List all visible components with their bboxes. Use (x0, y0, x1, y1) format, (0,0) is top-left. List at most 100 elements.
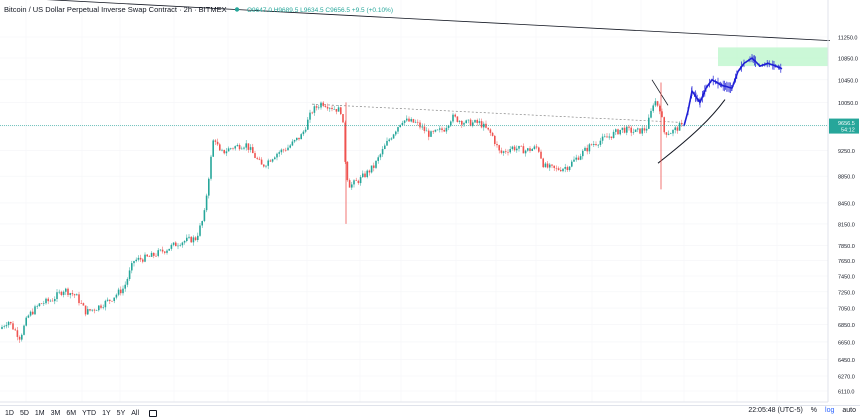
log-toggle[interactable]: log (825, 407, 835, 414)
clock-readout[interactable]: 22:05:48 (UTC-5) (748, 407, 803, 414)
candle-body (645, 128, 648, 131)
price-tick-label: 10450.0 (838, 78, 858, 84)
candle-body (425, 130, 428, 132)
candle-body (562, 168, 564, 172)
candle-body (227, 148, 230, 152)
candle-body (95, 310, 98, 311)
candle-body (639, 128, 641, 134)
candle-body (544, 163, 547, 168)
candle-body (476, 120, 478, 123)
timeframe-5y[interactable]: 5Y (116, 409, 126, 417)
candle-body (423, 126, 426, 131)
candle-body (56, 292, 58, 299)
candle-body (450, 121, 452, 126)
candle-body (628, 126, 630, 128)
current-price-label: 9656.5 (838, 121, 855, 127)
date-range-icon[interactable] (149, 409, 158, 417)
candle-body (27, 315, 30, 318)
candle-body (357, 180, 360, 184)
timeframe-6m[interactable]: 6M (66, 409, 77, 417)
candle-body (120, 289, 122, 294)
candle-body (280, 149, 283, 153)
candle-body (10, 321, 12, 324)
candle-body (126, 279, 129, 285)
percent-toggle[interactable]: % (810, 407, 818, 414)
candle-body (480, 121, 483, 128)
candle-body (175, 242, 177, 247)
timeframe-all[interactable]: All (131, 409, 140, 417)
descending-trendline (311, 103, 681, 123)
candle-body (518, 145, 520, 149)
candle-body (606, 136, 608, 138)
wedge-line (651, 79, 669, 106)
candle-body (164, 251, 166, 253)
candle-body (428, 130, 430, 137)
candle-body (131, 263, 133, 271)
candle-body (177, 245, 179, 247)
auto-toggle[interactable]: auto (842, 407, 856, 414)
candle-body (5, 325, 8, 327)
candle-body (531, 148, 533, 151)
price-tick-label: 6850.0 (838, 323, 855, 329)
candle-body (186, 237, 188, 242)
candle-body (65, 288, 67, 292)
candle-body (302, 131, 305, 135)
candle-body (287, 147, 289, 151)
candle-body (414, 121, 417, 123)
timeframe-5d[interactable]: 5D (19, 409, 29, 417)
candle-body (179, 245, 181, 246)
timeframe-1m[interactable]: 1M (34, 409, 45, 417)
timeframe-ytd[interactable]: YTD (82, 409, 97, 417)
candle-body (524, 150, 527, 154)
candle-body (45, 298, 47, 304)
candle-body (71, 293, 74, 295)
candle-body (364, 173, 366, 178)
candle-body (282, 149, 285, 151)
candle-body (465, 120, 467, 124)
candle-body (456, 116, 459, 122)
candle-body (368, 170, 371, 173)
candle-body (500, 150, 503, 153)
candle-body (575, 157, 577, 160)
candle-body (230, 148, 232, 149)
candle-body (582, 150, 584, 157)
candle-body (392, 134, 395, 139)
candle-body (623, 127, 626, 133)
candle-body (390, 138, 393, 140)
candle-body (648, 117, 650, 129)
candle-body (351, 184, 353, 188)
candle-body (617, 129, 619, 135)
candle-body (69, 293, 71, 295)
candle-body (278, 152, 280, 154)
timeframe-1y[interactable]: 1Y (102, 409, 111, 417)
candle-body (417, 121, 419, 123)
candle-body (557, 168, 560, 170)
candle-body (498, 145, 500, 151)
candle-body (335, 109, 338, 112)
candle-body (271, 159, 274, 162)
candle-body (221, 149, 223, 151)
candle-body (507, 152, 509, 153)
candle-body (370, 165, 373, 173)
candle-body (502, 151, 505, 153)
candle-body (51, 300, 54, 302)
timeframe-1d[interactable]: 1D (5, 409, 14, 417)
candle-body (397, 127, 399, 132)
candle-body (267, 160, 269, 166)
timeframe-3m[interactable]: 3M (50, 409, 61, 417)
candle-body (641, 128, 643, 134)
candle-body (667, 133, 670, 135)
candle-body (632, 131, 635, 133)
price-tick-label: 8850.0 (838, 175, 855, 181)
price-tick-label: 7650.0 (838, 259, 855, 265)
candle-body (494, 135, 496, 145)
candle-body (124, 284, 126, 289)
candle-body (608, 136, 610, 138)
candle-body (84, 305, 87, 315)
ohlc-readout: O9647.0 H9689.5 L9634.5 C9656.5 +9.5 (+0… (247, 7, 393, 14)
candle-body (540, 151, 542, 159)
candle-body (643, 128, 646, 131)
candle-body (87, 309, 89, 315)
